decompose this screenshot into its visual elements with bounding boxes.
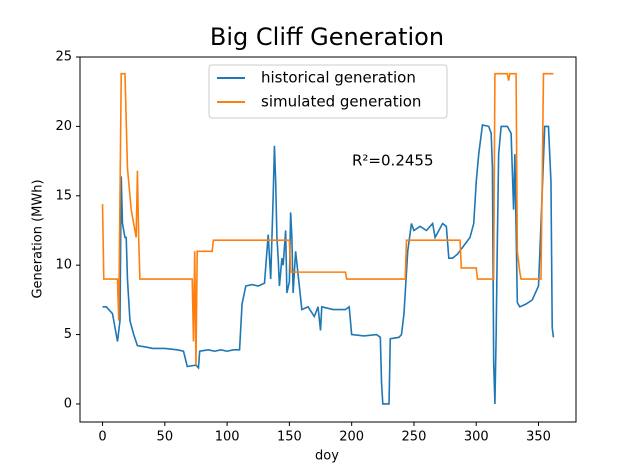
x-tick-label: 300 <box>464 430 489 445</box>
x-tick-label: 350 <box>526 430 551 445</box>
y-tick-label: 5 <box>64 327 72 342</box>
chart-title: Big Cliff Generation <box>210 23 444 51</box>
y-tick-label: 25 <box>55 50 72 65</box>
x-tick-label: 200 <box>339 430 364 445</box>
legend-text: simulated generation <box>261 93 421 111</box>
plot-frame <box>79 56 577 423</box>
legend-box <box>208 64 448 119</box>
legend-text: historical generation <box>261 69 416 87</box>
y-tick-label: 20 <box>55 119 72 134</box>
x-tick-label: 150 <box>277 430 302 445</box>
y-tick-label: 10 <box>55 258 72 273</box>
x-tick-label: 250 <box>402 430 427 445</box>
y-axis-label: Generation (MWh) <box>31 179 46 298</box>
series-line <box>101 72 554 366</box>
series-line <box>102 124 555 405</box>
x-axis-label: doy <box>315 449 339 464</box>
x-tick-label: 100 <box>215 430 240 445</box>
x-tick-label: 50 <box>157 430 174 445</box>
y-tick-label: 15 <box>55 188 72 203</box>
annotation: R²=0.2455 <box>352 152 434 170</box>
y-tick-label: 0 <box>64 396 72 411</box>
x-tick-label: 0 <box>98 430 106 445</box>
